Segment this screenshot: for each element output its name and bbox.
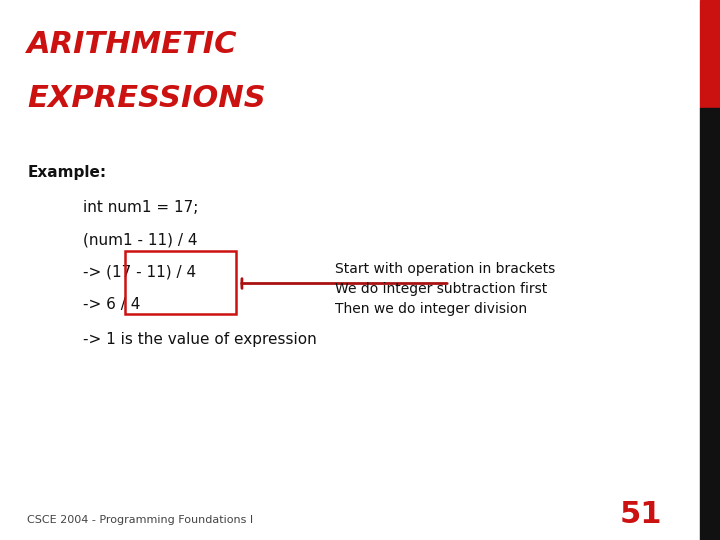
- Text: ARITHMETIC: ARITHMETIC: [27, 30, 238, 59]
- Text: We do integer subtraction first: We do integer subtraction first: [335, 282, 547, 296]
- Text: Example:: Example:: [27, 165, 107, 180]
- Bar: [125, 251, 236, 314]
- Text: (num1 - 11) / 4: (num1 - 11) / 4: [83, 232, 197, 247]
- Text: 51: 51: [620, 500, 662, 529]
- Text: -> 1 is the value of expression: -> 1 is the value of expression: [83, 332, 317, 347]
- Text: CSCE 2004 - Programming Foundations I: CSCE 2004 - Programming Foundations I: [27, 515, 253, 525]
- Text: Then we do integer division: Then we do integer division: [335, 302, 527, 316]
- Text: EXPRESSIONS: EXPRESSIONS: [27, 84, 266, 113]
- Bar: [700, 0, 720, 108]
- Text: -> (17 - 11) / 4: -> (17 - 11) / 4: [83, 265, 196, 280]
- Text: -> 6 / 4: -> 6 / 4: [83, 297, 140, 312]
- Bar: [700, 108, 720, 540]
- Text: int num1 = 17;: int num1 = 17;: [83, 200, 198, 215]
- Text: Start with operation in brackets: Start with operation in brackets: [335, 262, 555, 276]
